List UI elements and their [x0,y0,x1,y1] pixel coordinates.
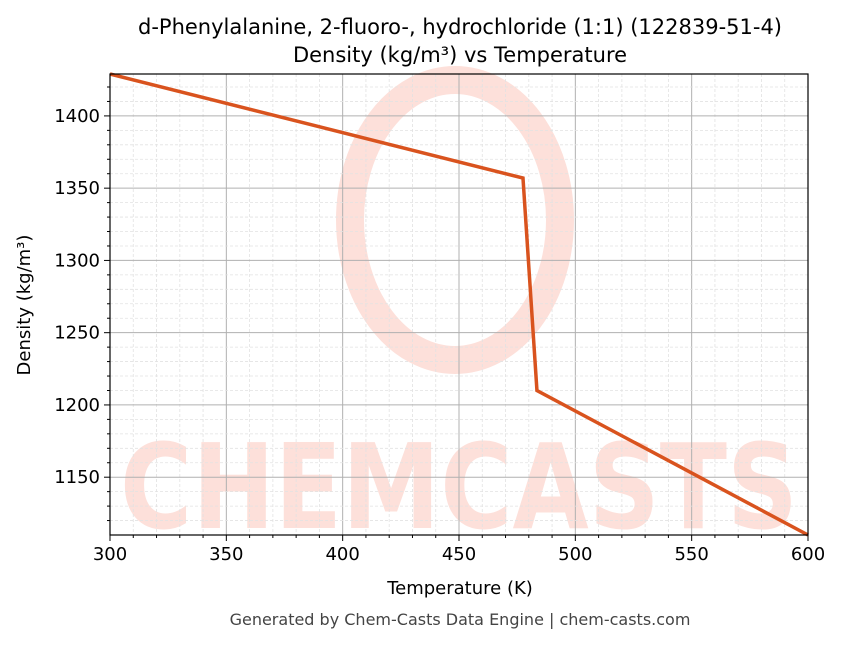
x-tick-label: 600 [791,544,825,565]
x-tick-label: 400 [325,544,359,565]
chart-title: d-Phenylalanine, 2-fluoro-, hydrochlorid… [138,15,782,39]
y-tick-label: 1150 [54,467,100,488]
y-axis-label: Density (kg/m³) [14,235,35,376]
x-tick-label: 300 [93,544,127,565]
y-tick-label: 1300 [54,250,100,271]
y-tick-label: 1250 [54,323,100,344]
plot-frame [109,73,809,536]
series-line [109,72,809,537]
watermark-logo [336,66,574,374]
x-tick-label: 350 [209,544,243,565]
y-tick-label: 1350 [54,178,100,199]
footer-text: Generated by Chem-Casts Data Engine | ch… [230,610,691,629]
x-tick-label: 550 [674,544,708,565]
x-tick-label: 500 [558,544,592,565]
y-tick-label: 1400 [54,106,100,127]
x-tick-label: 450 [442,544,476,565]
x-axis-label: Temperature (K) [386,578,533,599]
y-tick-label: 1200 [54,395,100,416]
chart-subtitle: Density (kg/m³) vs Temperature [293,43,627,67]
